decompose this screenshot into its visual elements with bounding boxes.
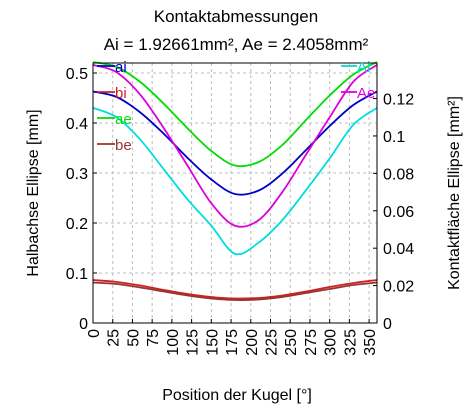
x-tick-label: 150 — [204, 329, 221, 356]
y-tick-label: 0.1 — [66, 266, 88, 283]
x-tick-label: 225 — [264, 329, 281, 356]
y-tick-label: 0 — [79, 316, 88, 333]
plot-frame — [92, 62, 378, 324]
legend-label-Ae: Ae — [357, 85, 375, 102]
x-tick-label: 100 — [165, 329, 182, 356]
x-tick-label: 325 — [342, 329, 359, 356]
x-tick-label: 50 — [125, 329, 142, 347]
y-tick-label: 0.2 — [66, 216, 88, 233]
series-line-Ae — [92, 64, 378, 228]
x-tick-label: 175 — [224, 329, 241, 356]
x-tick-label: 300 — [323, 329, 340, 356]
series-line-Ai — [92, 107, 378, 256]
legend-label-be: be — [115, 137, 132, 154]
legend-label-bi: bi — [115, 85, 127, 102]
legend-label-Ai: Ai — [357, 59, 370, 76]
series-line-ae — [92, 61, 378, 168]
y-axis-ticks: 0 0.1 0.2 0.3 0.4 0.5 — [66, 66, 97, 333]
x-tick-label: 250 — [283, 329, 300, 356]
y2-tick-label: 0.1 — [383, 129, 405, 146]
y2-tick-label: 0.04 — [383, 241, 414, 258]
legend-label-ai: ai — [115, 59, 127, 76]
legend: ai bi ae be Ai Ae — [97, 59, 375, 154]
x-tick-label: 25 — [106, 329, 123, 347]
y2-axis-label: Kontaktfläche Ellipse [mm²] — [446, 96, 463, 290]
x-tick-label: 200 — [244, 329, 261, 356]
series-line-be — [92, 281, 378, 301]
chart-title: Kontaktabmessungen — [154, 7, 318, 26]
series-line-ai — [92, 90, 378, 196]
x-axis-label: Position der Kugel [°] — [162, 387, 312, 404]
y-axis-label: Halbachse Ellipse [mm] — [25, 109, 42, 276]
y2-tick-label: 0.06 — [383, 204, 414, 221]
y-tick-label: 0.5 — [66, 66, 88, 83]
legend-label-ae: ae — [115, 111, 132, 128]
y2-axis-ticks: 0 0.02 0.04 0.06 0.08 0.1 0.12 — [373, 92, 414, 333]
plot-series — [92, 61, 378, 301]
y2-tick-label: 0 — [383, 316, 392, 333]
y2-tick-label: 0.02 — [383, 279, 414, 296]
y-tick-label: 0.4 — [66, 116, 88, 133]
x-axis-ticks: 0 25 50 75 100 125 150 175 200 225 250 275 300 325 350 — [86, 319, 379, 356]
y-tick-label: 0.3 — [66, 166, 88, 183]
x-tick-label: 125 — [185, 329, 202, 356]
chart-subtitle: Ai = 1.92661mm², Ae = 2.4058mm² — [104, 35, 369, 54]
x-tick-label: 75 — [145, 329, 162, 347]
x-tick-label: 275 — [303, 329, 320, 356]
series-line-bi — [92, 279, 378, 300]
y2-tick-label: 0.08 — [383, 166, 414, 183]
y2-tick-label: 0.12 — [383, 92, 414, 109]
x-tick-label: 350 — [362, 329, 379, 356]
x-tick-label: 0 — [86, 329, 103, 338]
